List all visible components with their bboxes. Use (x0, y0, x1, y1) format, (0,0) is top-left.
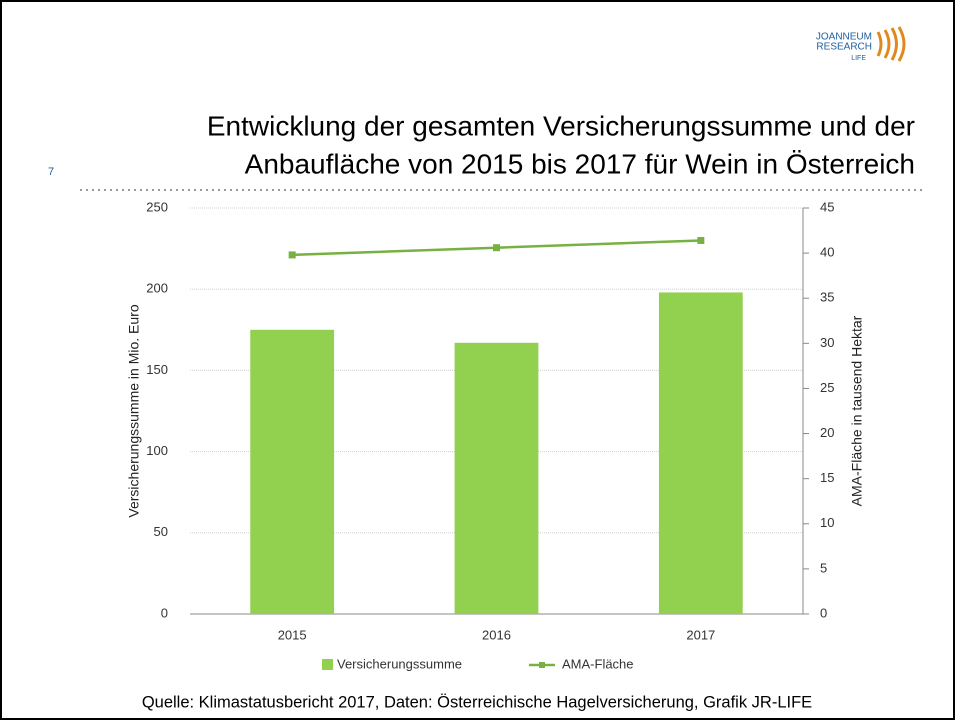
y2-tick-label: 0 (820, 605, 827, 620)
page-number: 7 (48, 166, 54, 178)
title-line: Anbaufläche von 2015 bis 2017 für Wein i… (245, 148, 915, 179)
y-tick-label: 100 (146, 443, 168, 458)
legend-swatch (322, 659, 333, 670)
line-marker (493, 244, 500, 252)
logo-text: LIFE (851, 55, 866, 62)
y2-tick-label: 35 (820, 290, 834, 305)
y-tick-label: 250 (146, 199, 168, 214)
logo-text: JOANNEUM (816, 32, 872, 43)
y2-tick-label: 5 (820, 560, 827, 575)
y2-tick-label: 20 (820, 425, 834, 440)
line-marker (697, 236, 705, 244)
y2-tick-label: 45 (820, 199, 834, 214)
bar (250, 329, 335, 614)
bar (454, 342, 539, 614)
legend-label: Versicherungssumme (337, 656, 462, 671)
logo-mark (876, 26, 906, 62)
logo: JOANNEUM RESEARCH LIFE (816, 26, 906, 62)
y-tick-label: 50 (154, 524, 168, 539)
y-tick-label: 200 (146, 281, 168, 296)
y2-tick-label: 10 (820, 515, 834, 530)
bar (658, 292, 743, 614)
line-marker (288, 251, 296, 259)
y2-tick-label: 40 (820, 245, 834, 260)
title-line: Entwicklung der gesamten Versicherungssu… (207, 110, 915, 141)
y2-axis-title: AMA-Fläche in tausend Hektar (849, 315, 865, 506)
y-tick-label: 150 (146, 362, 168, 377)
legend-swatch (539, 662, 545, 668)
logo-text: RESEARCH (816, 42, 872, 53)
y2-tick-label: 30 (820, 335, 834, 350)
y-tick-label: 0 (161, 605, 168, 620)
y-axis-title: Versicherungssumme in Mio. Euro (126, 304, 142, 517)
y2-tick-label: 15 (820, 470, 834, 485)
source: Quelle: Klimastatusbericht 2017, Daten: … (142, 693, 812, 711)
x-tick-label: 2017 (686, 627, 715, 642)
y2-tick-label: 25 (820, 380, 834, 395)
x-tick-label: 2016 (482, 627, 511, 642)
x-tick-label: 2015 (278, 627, 307, 642)
legend-label: AMA-Fläche (562, 656, 634, 671)
